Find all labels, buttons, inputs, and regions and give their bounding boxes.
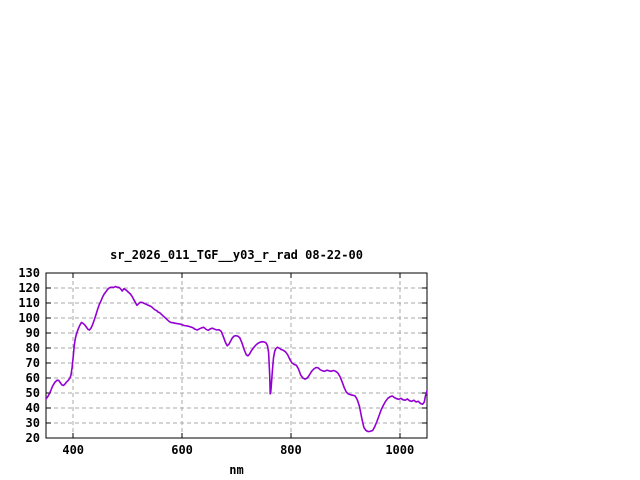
y-tick-label: 90 xyxy=(26,326,40,340)
x-tick-label: 800 xyxy=(280,443,302,457)
x-tick-label: 600 xyxy=(171,443,193,457)
y-tick-label: 120 xyxy=(18,281,40,295)
y-tick-label: 110 xyxy=(18,296,40,310)
plot-border xyxy=(45,272,428,439)
x-tick-label: 400 xyxy=(62,443,84,457)
y-tick-label: 40 xyxy=(26,401,40,415)
y-tick-label: 130 xyxy=(18,266,40,280)
y-tick-label: 80 xyxy=(26,341,40,355)
y-tick-label: 50 xyxy=(26,386,40,400)
x-tick-label: 1000 xyxy=(385,443,414,457)
y-tick-label: 100 xyxy=(18,311,40,325)
chart-title: sr_2026_011_TGF__y03_r_rad 08-22-00 xyxy=(110,248,363,262)
y-tick-label: 20 xyxy=(26,431,40,445)
y-tick-label: 30 xyxy=(26,416,40,430)
y-tick-label: 70 xyxy=(26,356,40,370)
x-axis-label: nm xyxy=(229,463,244,477)
y-tick-label: 60 xyxy=(26,371,40,385)
spectrum-line xyxy=(45,285,428,433)
